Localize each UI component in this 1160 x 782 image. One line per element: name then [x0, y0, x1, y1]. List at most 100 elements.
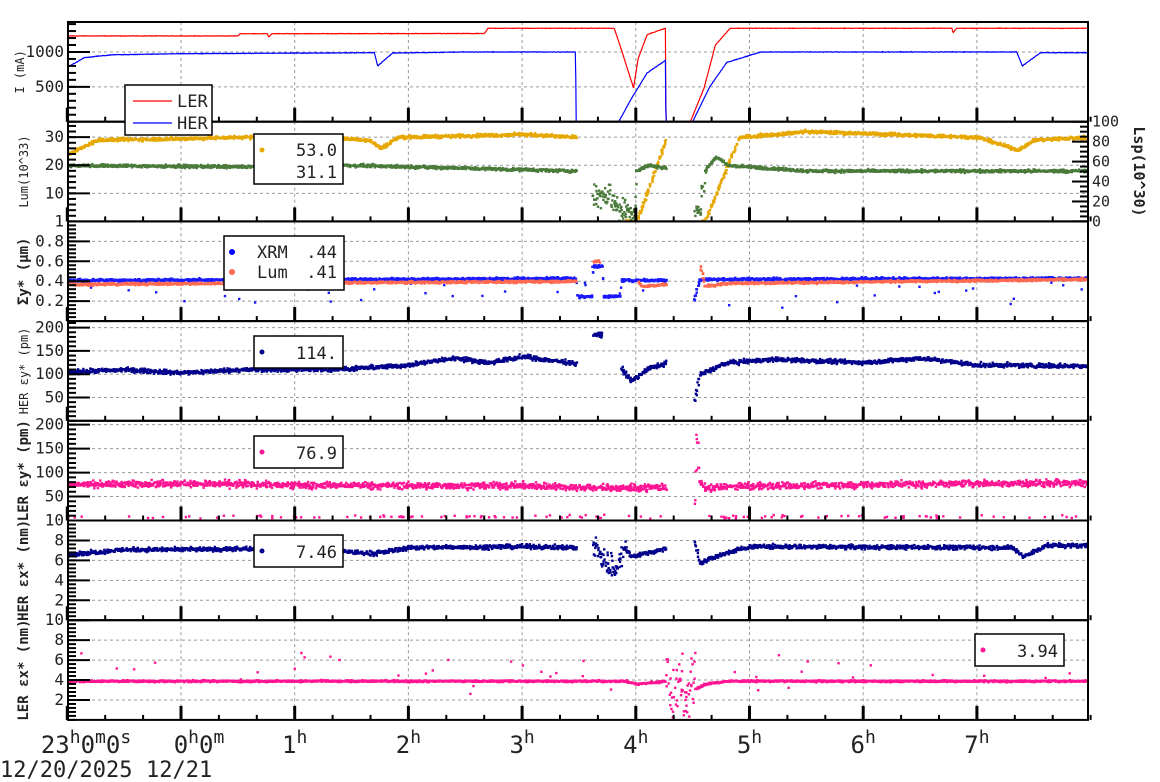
data-point — [866, 167, 870, 171]
data-point — [433, 135, 437, 138]
data-point — [646, 192, 650, 195]
data-point — [1019, 146, 1022, 150]
data-point — [499, 169, 502, 172]
data-point — [425, 167, 428, 170]
data-point — [512, 166, 515, 170]
data-point — [369, 165, 373, 169]
data-point — [393, 138, 396, 141]
data-point — [197, 136, 201, 139]
data-point — [825, 130, 829, 133]
data-point — [895, 132, 899, 136]
data-point — [91, 140, 94, 143]
data-point — [661, 149, 664, 152]
data-point — [484, 169, 487, 172]
data-point — [460, 134, 463, 137]
data-point — [643, 198, 647, 201]
data-point — [914, 134, 917, 137]
data-point — [722, 160, 725, 163]
data-point — [128, 138, 132, 141]
data-point — [513, 168, 516, 171]
data-point — [1019, 170, 1023, 173]
data-point — [200, 164, 204, 168]
data-point — [543, 133, 547, 137]
data-point — [206, 163, 210, 167]
data-point — [623, 211, 626, 214]
data-point — [436, 134, 440, 137]
data-point — [765, 166, 768, 170]
data-point — [454, 136, 457, 139]
data-point — [734, 145, 737, 149]
data-point — [883, 132, 886, 136]
series-2 — [68, 155, 1088, 222]
data-point — [215, 137, 218, 140]
data-point — [456, 134, 460, 138]
data-point — [440, 168, 443, 171]
data-point — [183, 164, 186, 167]
data-point — [624, 215, 628, 219]
data-point — [592, 203, 596, 206]
data-point — [1015, 148, 1018, 151]
data-point — [831, 132, 834, 135]
data-point — [221, 136, 224, 140]
data-point — [716, 192, 719, 195]
series-her — [68, 50, 1088, 122]
data-point — [626, 203, 629, 207]
data-point — [117, 139, 120, 142]
data-point — [493, 133, 496, 137]
data-point — [573, 169, 576, 173]
data-point — [624, 212, 627, 216]
data-point — [694, 214, 697, 218]
data-point — [1081, 138, 1084, 141]
data-point — [654, 170, 657, 173]
data-point — [150, 138, 153, 142]
data-point — [826, 131, 830, 135]
data-point — [452, 135, 456, 138]
data-point — [568, 135, 571, 138]
data-point — [733, 148, 737, 152]
data-point — [346, 163, 349, 166]
data-point — [1041, 137, 1044, 141]
data-point — [114, 278, 117, 282]
data-point — [220, 165, 223, 169]
data-point — [180, 166, 183, 169]
data-point — [449, 136, 453, 140]
data-point — [754, 135, 757, 139]
data-point — [955, 168, 958, 172]
data-point — [532, 167, 535, 170]
data-point — [219, 137, 222, 140]
data-point — [660, 150, 663, 154]
data-point — [983, 137, 986, 140]
data-point — [897, 134, 901, 137]
data-point — [385, 146, 388, 149]
data-point — [814, 131, 817, 134]
data-point — [847, 130, 850, 134]
data-point — [100, 163, 103, 166]
data-point — [725, 165, 728, 168]
data-point — [624, 198, 627, 202]
data-point — [663, 145, 666, 149]
data-point — [410, 136, 414, 139]
data-point — [548, 170, 551, 173]
data-point — [595, 189, 598, 193]
data-point — [188, 166, 191, 170]
data-point — [393, 166, 396, 169]
data-point — [801, 168, 804, 171]
data-point — [327, 291, 330, 294]
panel-frame — [67, 21, 1089, 123]
data-point — [522, 132, 525, 135]
data-point — [786, 168, 789, 172]
data-point — [147, 279, 150, 282]
data-point — [483, 134, 486, 138]
data-point — [126, 163, 130, 166]
data-point — [734, 164, 737, 167]
data-point — [499, 167, 502, 171]
data-point — [840, 171, 843, 174]
data-point — [1006, 169, 1009, 173]
data-point — [476, 132, 479, 135]
data-point — [593, 183, 596, 186]
data-point — [405, 165, 409, 169]
data-point — [855, 133, 859, 136]
data-point — [1004, 144, 1007, 147]
y-tick-label: 500 — [35, 77, 64, 96]
data-point — [133, 137, 137, 140]
